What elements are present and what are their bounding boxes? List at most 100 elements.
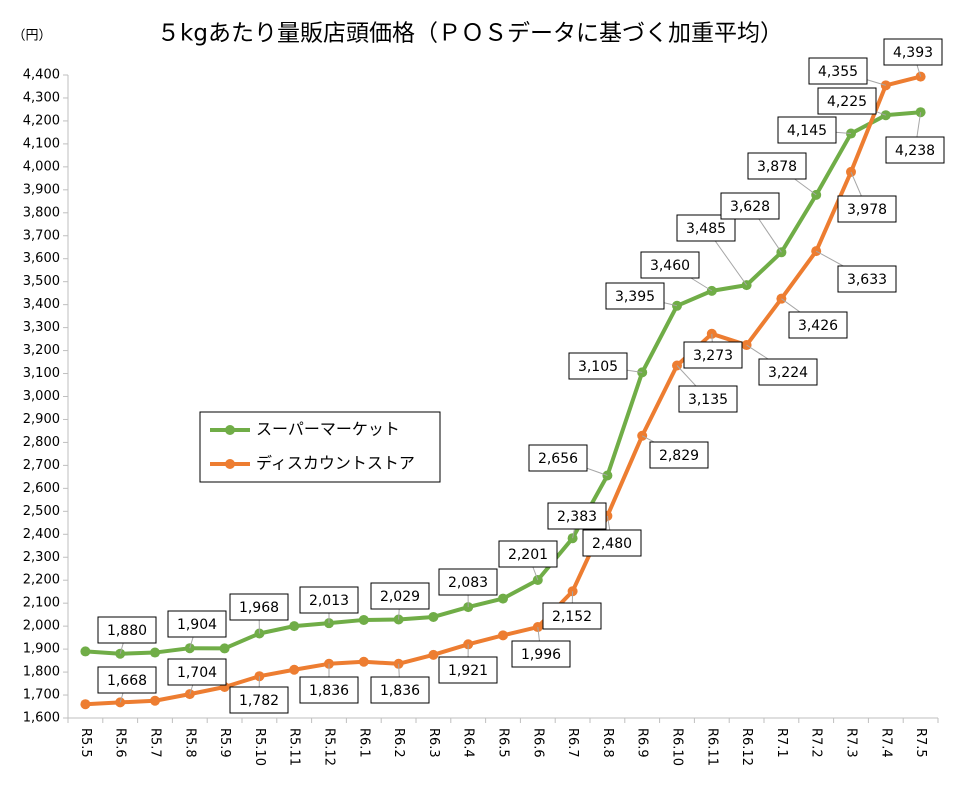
data-label: 3,224 [768, 365, 808, 381]
y-tick-label: 4,400 [23, 68, 60, 83]
y-tick-label: 1,600 [23, 711, 60, 726]
data-point [428, 649, 439, 660]
y-tick-label: 2,800 [23, 435, 60, 450]
label-box [498, 540, 558, 568]
data-point [498, 630, 508, 641]
label-box [885, 136, 945, 164]
legend-label: スーパーマーケット [256, 420, 400, 439]
y-tick-label: 4,300 [23, 90, 60, 105]
label-box [229, 686, 289, 714]
label-box [97, 616, 157, 644]
x-tick-label: R6.2 [391, 728, 406, 758]
data-point [498, 593, 508, 604]
label-box [817, 87, 877, 115]
label-box [547, 502, 607, 530]
data-label: 3,460 [650, 258, 690, 274]
legend-label: ディスカウントストア [256, 454, 415, 473]
y-tick-label: 2,900 [23, 412, 60, 427]
y-tick-label: 3,200 [23, 343, 60, 358]
data-label: 1,668 [107, 673, 147, 689]
x-tick-label: R6.1 [356, 728, 371, 758]
x-tick-label: R5.10 [252, 728, 267, 766]
y-tick-label: 2,700 [23, 458, 60, 473]
data-label: 1,880 [107, 623, 147, 639]
legend-box [199, 411, 441, 483]
data-point [219, 643, 230, 654]
x-tick-label: R6.4 [461, 728, 476, 758]
label-box [837, 195, 897, 223]
data-label: 3,978 [847, 202, 887, 218]
label-box [747, 152, 807, 180]
y-tick-label: 1,700 [23, 688, 60, 703]
y-tick-label: 3,000 [23, 389, 60, 404]
y-tick-label: 3,800 [23, 205, 60, 220]
x-tick-label: R7.3 [844, 728, 859, 758]
y-tick-label: 1,900 [23, 642, 60, 657]
y-tick-label: 2,400 [23, 527, 60, 542]
x-tick-label: R5.12 [322, 728, 337, 766]
data-label: 1,904 [177, 617, 217, 633]
label-box [683, 341, 743, 369]
data-label: 2,029 [380, 589, 420, 605]
label-box [883, 38, 943, 66]
x-tick-label: R6.9 [635, 728, 650, 758]
data-point [358, 614, 369, 625]
x-tick-label: R5.6 [113, 728, 128, 758]
data-label: 4,238 [895, 143, 935, 159]
data-point [80, 646, 91, 657]
data-label: 2,013 [309, 593, 349, 609]
label-box [542, 602, 602, 630]
x-tick-label: R6.5 [496, 728, 511, 758]
y-tick-label: 3,500 [23, 274, 60, 289]
legend-marker [225, 459, 235, 469]
data-label: 2,152 [552, 609, 592, 625]
data-point [289, 664, 300, 675]
data-label: 2,201 [508, 547, 548, 563]
data-label: 3,395 [615, 289, 655, 305]
label-box [167, 610, 227, 638]
y-tick-label: 4,100 [23, 136, 60, 151]
data-label: 4,393 [893, 45, 933, 61]
y-tick-label: 3,600 [23, 251, 60, 266]
label-box [438, 656, 498, 684]
x-tick-label: R6.3 [426, 728, 441, 758]
data-label: 2,083 [448, 575, 488, 591]
data-label: 2,829 [659, 448, 699, 464]
label-box [370, 582, 430, 610]
y-axis-label: （円） [12, 29, 51, 44]
data-label: 2,480 [592, 536, 632, 552]
y-tick-label: 2,000 [23, 619, 60, 634]
data-label: 1,968 [239, 600, 279, 616]
label-box [97, 666, 157, 694]
data-label: 1,704 [177, 665, 217, 681]
data-label: 3,273 [693, 348, 733, 364]
label-box [649, 441, 709, 469]
x-tick-label: R6.10 [670, 728, 685, 766]
label-box [640, 251, 700, 279]
label-box [758, 358, 818, 386]
label-box [808, 57, 868, 85]
x-tick-label: R6.12 [739, 728, 754, 766]
y-tick-label: 2,100 [23, 596, 60, 611]
data-label: 2,656 [538, 451, 578, 467]
data-label: 1,836 [309, 683, 349, 699]
data-label: 1,921 [448, 663, 488, 679]
data-label: 3,485 [686, 221, 726, 237]
data-point [150, 647, 160, 658]
label-box [678, 385, 738, 413]
data-label: 3,105 [578, 359, 618, 375]
x-tick-label: R7.2 [809, 728, 824, 758]
data-label: 3,135 [688, 392, 728, 408]
label-box [299, 586, 359, 614]
label-box [582, 529, 642, 557]
x-tick-label: R5.9 [217, 728, 232, 758]
y-tick-label: 4,000 [23, 159, 60, 174]
x-tick-label: R6.8 [600, 728, 615, 758]
y-tick-label: 3,700 [23, 228, 60, 243]
label-box [511, 640, 571, 668]
data-point [150, 695, 160, 706]
chart-title: ５kgあたり量販店頭価格（ＰＯＳデータに基づく加重平均） [157, 21, 783, 47]
x-tick-label: R6.7 [565, 728, 580, 758]
x-tick-label: R5.7 [148, 728, 163, 758]
